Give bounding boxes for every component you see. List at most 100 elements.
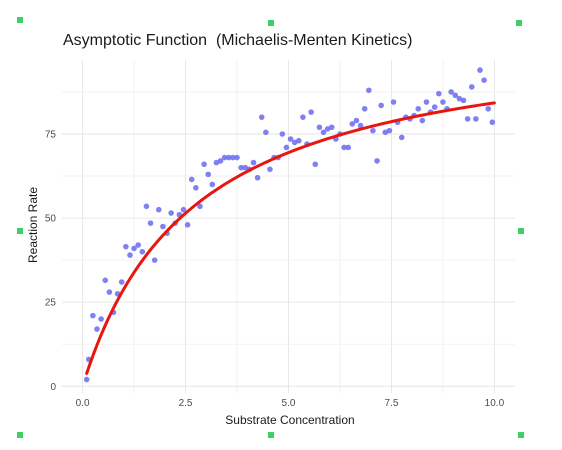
data-point <box>423 99 430 105</box>
data-point <box>127 252 133 258</box>
y-axis-label: Reaction Rate <box>26 187 40 263</box>
data-point <box>468 84 475 90</box>
data-point <box>250 159 257 166</box>
resize-handle-bottom-center[interactable] <box>268 432 274 438</box>
data-point <box>440 99 446 105</box>
data-point <box>477 67 483 73</box>
x-axis-label: Substrate Concentration <box>225 413 354 427</box>
data-point <box>287 136 294 142</box>
data-point <box>139 248 146 255</box>
data-point <box>349 121 356 127</box>
data-point <box>225 154 232 161</box>
data-point <box>217 158 224 164</box>
data-point <box>118 279 125 285</box>
data-point <box>312 161 319 168</box>
data-point <box>390 99 397 105</box>
y-tick-label: 50 <box>45 214 57 225</box>
data-point <box>102 277 109 284</box>
data-point <box>320 129 327 136</box>
data-point <box>180 206 187 213</box>
resize-handle-middle-right[interactable] <box>518 228 524 234</box>
chart-title: Asymptotic Function (Michaelis-Menten Ki… <box>63 32 412 49</box>
data-point <box>197 203 203 210</box>
data-point <box>419 117 426 124</box>
data-point <box>481 77 487 83</box>
data-point <box>160 223 166 230</box>
data-point <box>83 376 90 383</box>
data-point <box>267 166 273 173</box>
resize-handle-middle-left[interactable] <box>17 228 23 234</box>
x-tick-label: 10.0 <box>485 398 505 409</box>
data-point <box>106 289 113 295</box>
data-point <box>188 176 195 183</box>
resize-handle-top-center[interactable] <box>268 20 274 26</box>
data-point <box>452 92 459 99</box>
data-point <box>353 117 360 124</box>
resize-handle-bottom-left[interactable] <box>17 432 23 438</box>
data-point <box>168 210 174 216</box>
data-point <box>366 87 372 94</box>
data-point <box>98 316 104 322</box>
data-point <box>448 89 454 95</box>
data-point <box>316 124 323 131</box>
resize-handle-bottom-right[interactable] <box>518 432 524 438</box>
data-point <box>473 116 479 122</box>
data-point <box>123 243 129 250</box>
x-tick-label: 5.0 <box>282 398 296 409</box>
data-point <box>184 222 191 228</box>
y-tick-label: 0 <box>50 382 56 393</box>
data-point <box>398 134 405 141</box>
data-point <box>279 131 286 137</box>
x-axis-ticks: 0.0 2.5 5.0 7.5 10.0 <box>76 398 505 409</box>
data-point <box>209 181 216 188</box>
data-point <box>431 104 438 110</box>
data-point <box>234 154 240 161</box>
fit-curve <box>85 101 496 375</box>
data-point <box>489 119 496 126</box>
data-point <box>258 114 265 120</box>
data-points <box>83 67 496 383</box>
data-point <box>193 185 199 191</box>
data-point <box>143 203 150 210</box>
data-point <box>378 102 384 109</box>
data-point <box>357 122 364 129</box>
data-point <box>147 220 154 226</box>
data-point <box>205 171 211 178</box>
data-point <box>201 161 207 168</box>
data-point <box>155 206 162 213</box>
data-point <box>94 326 100 332</box>
data-point <box>370 127 376 134</box>
data-point <box>361 105 368 112</box>
data-point <box>464 116 471 122</box>
y-tick-label: 75 <box>45 130 57 141</box>
y-tick-label: 25 <box>45 298 57 309</box>
data-point <box>263 129 269 136</box>
data-point <box>254 174 261 181</box>
data-point <box>386 127 393 134</box>
data-point <box>308 109 314 115</box>
data-point <box>374 158 380 164</box>
data-point <box>485 105 492 112</box>
x-tick-label: 2.5 <box>179 398 193 409</box>
data-point <box>135 242 141 248</box>
data-point <box>295 137 302 144</box>
data-point <box>131 245 137 252</box>
data-point <box>90 312 96 319</box>
data-point <box>151 257 158 263</box>
x-tick-label: 7.5 <box>385 398 399 409</box>
data-point <box>300 114 306 120</box>
data-point <box>238 164 244 171</box>
data-point <box>341 144 347 151</box>
data-point <box>415 105 422 112</box>
data-point <box>328 124 335 131</box>
data-point <box>230 154 236 161</box>
data-point <box>460 97 467 104</box>
data-point <box>221 154 228 161</box>
resize-handle-top-left[interactable] <box>17 17 23 23</box>
resize-handle-top-right[interactable] <box>516 20 522 26</box>
data-point <box>436 90 442 97</box>
x-tick-label: 0.0 <box>76 398 90 409</box>
y-axis-ticks: 0 25 50 75 <box>45 130 57 393</box>
